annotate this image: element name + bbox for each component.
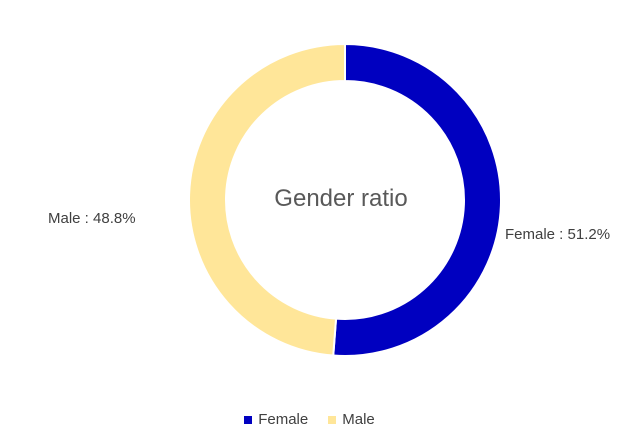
legend-swatch-male bbox=[328, 415, 337, 424]
center-label: Gender ratio bbox=[274, 185, 407, 212]
legend-item-female: Female bbox=[244, 411, 308, 428]
legend-swatch-female bbox=[244, 415, 253, 424]
legend: Female Male bbox=[0, 411, 619, 428]
slice-female bbox=[332, 42, 502, 357]
legend-label-male: Male bbox=[342, 411, 375, 428]
legend-label-female: Female bbox=[258, 411, 309, 428]
data-label-male: Male : 48.8% bbox=[48, 210, 136, 227]
slices-group bbox=[188, 42, 502, 357]
data-label-female: Female : 51.2% bbox=[505, 226, 610, 243]
legend-item-male: Male bbox=[328, 411, 375, 428]
slice-male bbox=[188, 42, 346, 357]
